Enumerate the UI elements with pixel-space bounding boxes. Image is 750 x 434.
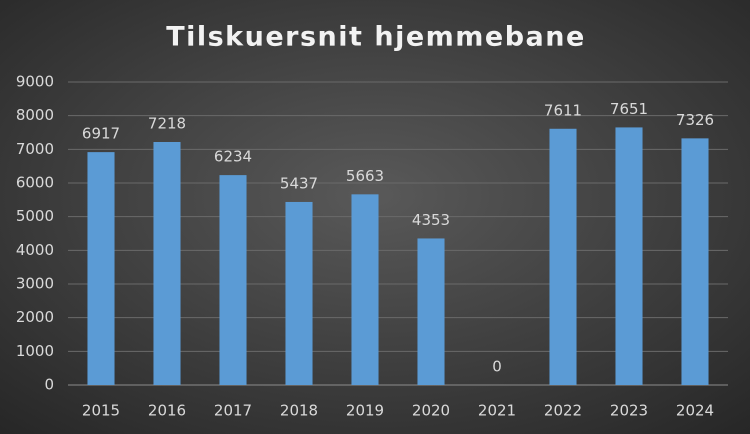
data-label: 5437 bbox=[280, 174, 318, 192]
data-label: 4353 bbox=[412, 211, 450, 229]
x-tick-label: 2021 bbox=[478, 402, 516, 420]
data-label: 0 bbox=[492, 358, 502, 376]
x-tick-label: 2019 bbox=[346, 402, 384, 420]
bar bbox=[615, 127, 643, 386]
data-label: 7651 bbox=[610, 100, 648, 118]
bar bbox=[351, 194, 379, 385]
y-tick-label: 6000 bbox=[16, 174, 54, 192]
bar bbox=[549, 128, 577, 385]
y-tick-label: 8000 bbox=[16, 106, 54, 124]
data-label: 7326 bbox=[676, 111, 714, 129]
y-tick-label: 1000 bbox=[16, 342, 54, 360]
chart-title: Tilskuersnit hjemmebane bbox=[166, 22, 586, 53]
data-label: 5663 bbox=[346, 167, 384, 185]
bar bbox=[153, 141, 181, 385]
bar bbox=[219, 175, 247, 385]
x-tick-label: 2023 bbox=[610, 402, 648, 420]
y-tick-label: 9000 bbox=[16, 73, 54, 91]
data-label: 6917 bbox=[82, 125, 120, 143]
y-tick-label: 4000 bbox=[16, 241, 54, 259]
bar bbox=[285, 201, 313, 385]
x-tick-label: 2015 bbox=[82, 402, 120, 420]
bar bbox=[681, 138, 709, 385]
x-tick-label: 2016 bbox=[148, 402, 186, 420]
data-label: 7218 bbox=[148, 114, 186, 132]
x-tick-label: 2024 bbox=[676, 402, 714, 420]
y-tick-label: 7000 bbox=[16, 140, 54, 158]
y-tick-label: 0 bbox=[44, 376, 54, 394]
bar bbox=[417, 238, 445, 385]
y-tick-label: 3000 bbox=[16, 275, 54, 293]
x-tick-label: 2020 bbox=[412, 402, 450, 420]
y-tick-label: 2000 bbox=[16, 308, 54, 326]
y-tick-label: 5000 bbox=[16, 207, 54, 225]
x-tick-label: 2022 bbox=[544, 402, 582, 420]
data-label: 6234 bbox=[214, 148, 252, 166]
bar bbox=[87, 152, 115, 385]
x-tick-label: 2017 bbox=[214, 402, 252, 420]
data-label: 7611 bbox=[544, 101, 582, 119]
x-tick-label: 2018 bbox=[280, 402, 318, 420]
